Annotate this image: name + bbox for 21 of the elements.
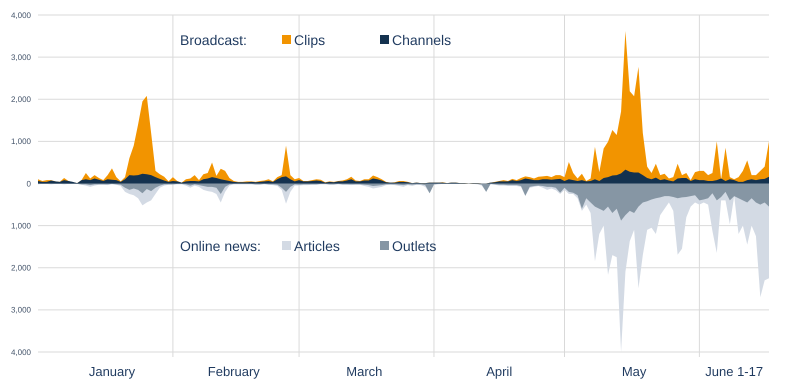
y-tick-label: 3,000 [10,52,32,62]
x-tick-label: February [208,364,260,379]
y-tick-label: 0 [26,179,32,188]
legend-label: Outlets [392,238,436,254]
x-tick-label: June 1-17 [705,364,764,379]
legend-label: Clips [294,32,326,48]
y-tick-label: 1,000 [10,137,32,146]
legend-label: Articles [294,238,340,254]
x-tick-label: March [346,364,382,379]
y-tick-label: 2,000 [10,264,32,273]
x-tick-label: January [88,364,136,379]
x-tick-label: April [486,364,512,379]
y-tick-label: 1,000 [10,221,32,230]
y-tick-label: 2,000 [10,95,32,104]
x-tick-label: May [622,364,647,379]
y-tick-label: 4,000 [10,10,32,20]
y-tick-label: 4,000 [10,348,32,357]
annotation: Broadcast: [180,32,247,48]
legend-label: Channels [392,32,452,48]
y-tick-label: 3,000 [10,306,32,315]
annotation: Online news: [180,238,261,254]
